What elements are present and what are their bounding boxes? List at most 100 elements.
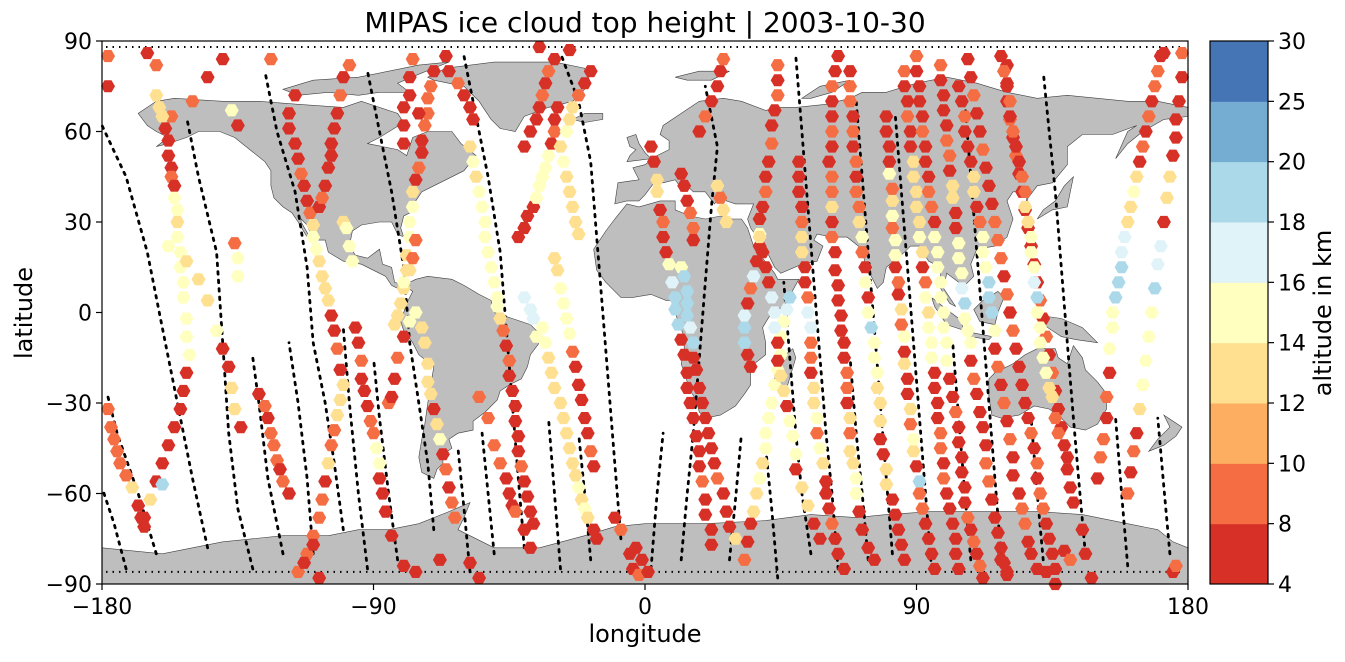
cloud-marker [743,360,758,373]
cloud-marker [761,276,776,289]
cloud-marker [849,155,864,168]
cloud-marker [737,309,752,322]
cloud-marker [517,475,532,488]
orbit-track [764,446,780,580]
cloud-marker [810,412,824,425]
cloud-marker [948,206,963,219]
cloud-marker [390,351,405,364]
cloud-marker [873,396,888,410]
cloud-marker [927,231,942,244]
cloud-marker [502,354,517,367]
colorbar: 4 8 10 12 14 16 18 20 25 30 [1209,30,1306,598]
cloud-marker [496,324,511,337]
cloud-marker [152,101,167,114]
cloud-marker [716,53,731,66]
cloud-marker [372,472,387,485]
cloud-marker [179,255,194,268]
cloud-marker [333,363,348,376]
cloud-marker [695,475,710,488]
cloud-marker [155,478,170,491]
cloud-marker [912,95,927,108]
cloud-marker [441,65,456,78]
cloud-marker [791,155,806,168]
cloud-marker [140,47,155,60]
cloud-marker [903,125,918,138]
cloud-marker [574,393,589,406]
cloud-marker [822,155,836,168]
cloud-marker [972,125,987,138]
x-tick-label: 180 [1167,595,1209,620]
cloud-marker [1036,502,1051,515]
cloud-marker [1153,240,1168,253]
cloud-marker [837,336,852,349]
cloud-marker [960,140,975,153]
cloud-marker [740,348,755,361]
cloud-marker [879,110,894,123]
cloud-marker [149,59,164,72]
cloud-marker [411,107,426,120]
cloud-marker [354,372,369,385]
cloud-marker [692,381,707,394]
cloud-marker [330,342,345,355]
cloud-marker [420,92,435,105]
cloud-marker [327,122,342,135]
cloud-marker [1090,472,1105,485]
cloud-marker [179,330,194,343]
cloud-marker [900,387,915,400]
cloud-marker [825,80,839,93]
cloud-marker [303,206,318,219]
cloud-marker [843,65,858,78]
cloud-marker [806,381,821,394]
cloud-marker [297,179,312,192]
cloud-marker [1168,113,1183,126]
cloud-marker [969,200,984,213]
cloud-marker [855,523,870,536]
cloud-marker [475,200,490,213]
cloud-marker [417,336,432,349]
cloud-marker [402,89,417,102]
cloud-marker [176,291,191,304]
orbit-track [679,84,719,562]
cloud-marker [1009,140,1023,153]
cloud-marker [393,297,408,310]
cloud-marker [318,179,333,192]
cloud-marker [846,110,861,123]
cloud-marker [825,231,839,244]
cloud-marker [333,89,348,102]
y-tick-label: 60 [64,121,92,146]
cloud-marker [837,562,852,575]
cloud-marker [1015,378,1030,391]
cloud-marker [291,152,306,165]
cloud-marker [894,318,909,331]
y-axis: −90 −60 −30 0 30 60 90 [46,30,102,598]
cloud-marker [686,336,701,349]
cloud-marker [888,234,903,247]
cloud-marker [794,246,809,259]
cloud-marker [644,140,658,153]
cloud-marker [740,297,755,310]
cloud-marker [680,297,695,310]
cloud-marker [921,185,936,198]
cloud-marker [822,502,836,515]
cloud-marker [1033,487,1048,500]
cloud-marker [852,200,867,213]
cloud-marker [758,442,773,455]
cloud-marker [897,330,912,343]
cloud-marker [438,50,453,63]
cloud-marker [975,231,990,244]
cloud-marker [698,493,713,506]
orbit-track [366,69,436,532]
plot-area [100,40,1189,591]
cloud-marker [924,547,939,560]
cloud-marker [849,185,864,198]
cloud-marker [263,53,278,66]
colorbar-segment [1210,101,1268,163]
cloud-marker [1063,481,1078,494]
cloud-marker [828,246,843,259]
cloud-marker [816,457,830,470]
cloud-marker [257,400,272,413]
cloud-marker [942,372,957,385]
cloud-marker [1018,200,1033,213]
cloud-marker [900,95,915,108]
cloud-marker [417,119,432,132]
